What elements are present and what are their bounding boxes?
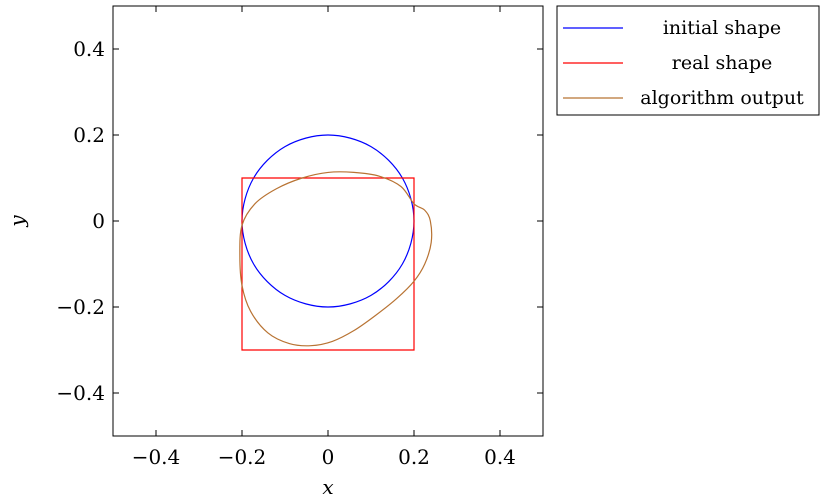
x-tick-label: 0: [322, 445, 335, 469]
tick-layer: −0.4 −0.2 0 0.2 0.4 −0.4 −0.2 0 0.2 0.4: [56, 6, 543, 469]
legend-entries: initial shape real shape algorithm output: [563, 17, 804, 109]
series-layer: [239, 134, 433, 351]
y-axis-label: y: [5, 215, 29, 228]
legend: initial shape real shape algorithm output: [556, 5, 820, 116]
legend-label: algorithm output: [640, 87, 804, 109]
series-line-algorithm-output: [239, 171, 433, 347]
y-tick-label: −0.4: [56, 381, 105, 405]
y-tick-label: −0.2: [56, 295, 105, 319]
legend-box: [556, 5, 820, 116]
x-tick-label: 0.2: [398, 445, 430, 469]
x-tick-label: −0.4: [132, 445, 181, 469]
series-line-real-shape: [241, 177, 415, 351]
x-tick-label: −0.2: [218, 445, 267, 469]
y-tick-label: 0: [92, 209, 105, 233]
y-tick-label: 0.4: [73, 37, 105, 61]
legend-label: initial shape: [663, 17, 781, 39]
y-tick-label: 0.2: [73, 123, 105, 147]
x-tick-label: 0.4: [484, 445, 516, 469]
x-axis-label: x: [322, 475, 333, 499]
legend-label: real shape: [672, 52, 773, 74]
plot-area: [113, 6, 543, 436]
